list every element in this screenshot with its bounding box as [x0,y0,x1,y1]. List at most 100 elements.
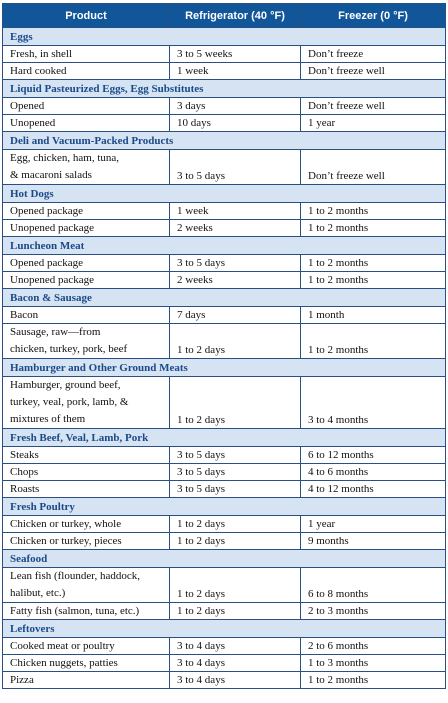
category-title: Deli and Vacuum-Packed Products [2,131,446,150]
table-row: Lean fish (flounder, haddock, halibut, et… [2,567,446,603]
header-product: Product [2,3,170,28]
product-name-line: Hard cooked [10,65,67,77]
refrigerator-time-cell: 3 to 4 days [169,637,301,655]
freezer-time-cell: 4 to 12 months [300,480,446,498]
refrigerator-time-cell: 3 to 5 days [169,463,301,481]
table-row: Fatty fish (salmon, tuna, etc.) 1 to 2 da… [2,602,446,620]
product-cell: Fatty fish (salmon, tuna, etc.) [2,602,170,620]
table-row: Chops 3 to 5 days 4 to 6 months [2,463,446,481]
table-row: Egg, chicken, ham, tuna, & macaroni salad… [2,149,446,185]
product-name-line: Unopened [10,117,56,129]
category-title: Bacon & Sausage [2,288,446,307]
product-name-line: Hamburger, ground beef, [10,379,121,391]
table-row: Hamburger, ground beef, turkey, veal, por… [2,376,446,429]
refrigerator-time-cell: 3 to 5 days [169,149,301,185]
freezer-time-cell: 1 to 2 months [300,202,446,220]
table-row: Steaks 3 to 5 days 6 to 12 months [2,446,446,464]
product-cell: Fresh, in shell [2,45,170,63]
category-title: Seafood [2,549,446,568]
header-refrigerator: Refrigerator (40 °F) [169,3,301,28]
product-name-line: chicken, turkey, pork, beef [10,343,128,355]
freezer-time-cell: 1 to 2 months [300,271,446,289]
product-name-line: Opened package [10,205,83,217]
refrigerator-time-cell: 2 weeks [169,271,301,289]
product-cell: Chicken or turkey, whole [2,515,170,533]
table-row: Sausage, raw—from chicken, turkey, pork, … [2,323,446,359]
category-row: Fresh Poultry [2,497,446,516]
product-name-line: turkey, veal, pork, lamb, & [10,396,129,408]
product-cell: Chicken nuggets, patties [2,654,170,672]
category-row: Seafood [2,549,446,568]
refrigerator-time-cell: 3 to 5 days [169,480,301,498]
product-name-line: Pizza [10,674,34,686]
category-title: Liquid Pasteurized Eggs, Egg Substitutes [2,79,446,98]
freezer-time-cell: 2 to 3 months [300,602,446,620]
product-name-line: Bacon [10,309,39,321]
freezer-time-cell: 4 to 6 months [300,463,446,481]
table-row: Hard cooked 1 week Don’t freeze well [2,62,446,80]
refrigerator-time-cell: 10 days [169,114,301,132]
category-row: Hamburger and Other Ground Meats [2,358,446,377]
product-name-line: halibut, etc.) [10,587,66,599]
freezer-time-cell: Don’t freeze well [300,62,446,80]
refrigerator-time-cell: 3 to 5 days [169,446,301,464]
category-title: Eggs [2,27,446,46]
table-row: Chicken or turkey, whole 1 to 2 days 1 yea… [2,515,446,533]
table-row: Cooked meat or poultry 3 to 4 days 2 to 6 … [2,637,446,655]
category-row: Liquid Pasteurized Eggs, Egg Substitutes [2,79,446,98]
table-row: Opened 3 days Don’t freeze well [2,97,446,115]
freezer-time-cell: 1 to 2 months [300,254,446,272]
category-title: Hamburger and Other Ground Meats [2,358,446,377]
product-cell: Lean fish (flounder, haddock, halibut, et… [2,567,170,603]
freezer-time-cell: Don’t freeze well [300,149,446,185]
product-name-line: Lean fish (flounder, haddock, [10,570,140,582]
category-row: Leftovers [2,619,446,638]
table-row: Chicken nuggets, patties 3 to 4 days 1 to … [2,654,446,672]
refrigerator-time-cell: 1 to 2 days [169,602,301,620]
product-cell: Chops [2,463,170,481]
table-row: Fresh, in shell 3 to 5 weeks Don’t freeze [2,45,446,63]
refrigerator-time-cell: 1 week [169,62,301,80]
product-name-line: Unopened package [10,274,94,286]
category-row: Hot Dogs [2,184,446,203]
freezer-time-cell: 1 month [300,306,446,324]
product-cell: Pizza [2,671,170,689]
refrigerator-time-cell: 3 to 5 days [169,254,301,272]
product-cell: Steaks [2,446,170,464]
freezer-time-cell: 1 to 3 months [300,654,446,672]
product-name-line: Sausage, raw—from [10,326,101,338]
product-name-line: Fatty fish (salmon, tuna, etc.) [10,605,140,617]
refrigerator-time-cell: 3 to 5 weeks [169,45,301,63]
freezer-time-cell: 3 to 4 months [300,376,446,429]
refrigerator-time-cell: 1 to 2 days [169,323,301,359]
freezer-time-cell: 1 to 2 months [300,219,446,237]
table-row: Roasts 3 to 5 days 4 to 12 months [2,480,446,498]
category-row: Eggs [2,27,446,46]
product-cell: Unopened package [2,219,170,237]
product-name-line: Chicken or turkey, whole [10,518,122,530]
product-name-line: Unopened package [10,222,94,234]
header-freezer: Freezer (0 °F) [300,3,446,28]
product-cell: Egg, chicken, ham, tuna, & macaroni salad… [2,149,170,185]
category-row: Luncheon Meat [2,236,446,255]
product-cell: Unopened package [2,271,170,289]
product-name-line: Steaks [10,449,39,461]
freezer-time-cell: 1 to 2 months [300,671,446,689]
refrigerator-time-cell: 1 to 2 days [169,376,301,429]
refrigerator-time-cell: 3 to 4 days [169,654,301,672]
table-row: Opened package 1 week 1 to 2 months [2,202,446,220]
food-storage-table: Product Refrigerator (40 °F) Freezer (0 … [2,3,446,689]
product-cell: Cooked meat or poultry [2,637,170,655]
product-name-line: Egg, chicken, ham, tuna, [10,152,120,164]
freezer-time-cell: Don’t freeze well [300,97,446,115]
product-cell: Roasts [2,480,170,498]
category-row: Fresh Beef, Veal, Lamb, Pork [2,428,446,447]
table-row: Bacon 7 days 1 month [2,306,446,324]
product-name-line: Cooked meat or poultry [10,640,115,652]
freezer-time-cell: 2 to 6 months [300,637,446,655]
freezer-time-cell: 6 to 12 months [300,446,446,464]
product-cell: Opened package [2,202,170,220]
refrigerator-time-cell: 3 days [169,97,301,115]
table-row: Unopened package 2 weeks 1 to 2 months [2,271,446,289]
refrigerator-time-cell: 1 to 2 days [169,532,301,550]
